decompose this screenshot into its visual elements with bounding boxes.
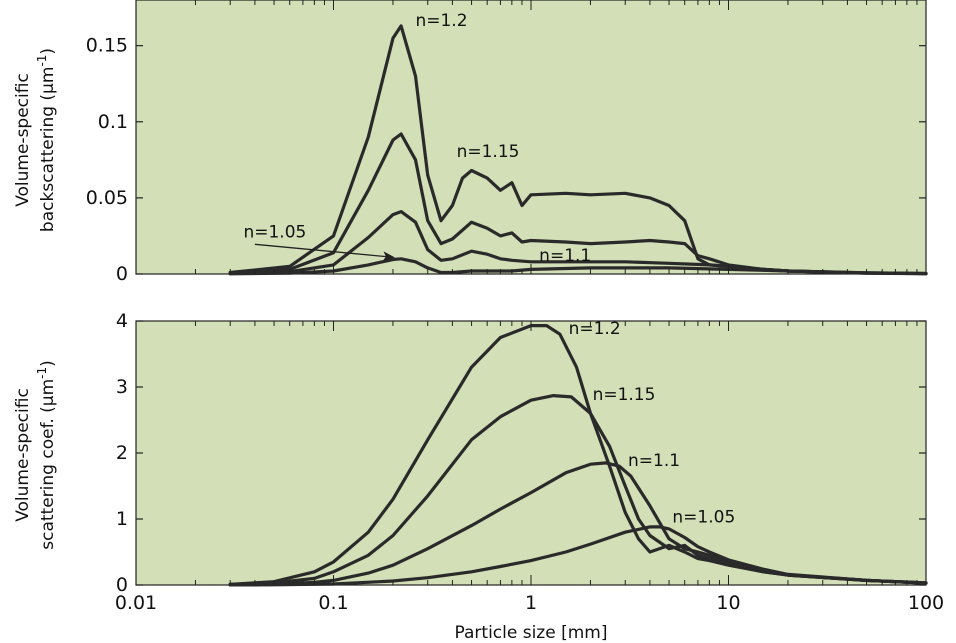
x-tick-label: 100 [908,592,944,614]
y-ticks: 0 1 2 3 4 [116,310,926,596]
bottom-ylabel-close: ) [38,360,58,367]
y-tick-label: 0.1 [98,111,128,133]
series-line-3 [228,525,928,587]
x-axis-title: Particle size [mm] [455,623,608,643]
bottom-ylabel-line2: scattering coef. (µm [38,379,58,550]
scattering-panel: 0 1 2 3 4 n=1.2 n=1.15 n=1.1 n=1.05 0.01 0.1 1 10 1… [115,310,944,614]
svg-text:backscattering (µm-1): backscattering (µm-1) [35,48,58,232]
backscattering-panel: 0 0.05 0.1 0.15 n=1.2 n=1.15 n=1.1 n=1.05 [86,0,928,285]
svg-text:scattering coef. (µm-1): scattering coef. (µm-1) [35,360,58,549]
plot-area [135,0,927,275]
y-tick-label: 0.05 [86,187,128,209]
curves [228,324,928,587]
series-label: n=1.05 [243,222,306,242]
y-tick-label: 3 [116,376,128,398]
series-labels: n=1.2 n=1.15 n=1.1 n=1.05 [569,319,736,527]
y-tick-label: 2 [116,442,128,464]
series-line-1 [228,132,928,276]
annotation-arrow [254,243,395,262]
bottom-ylabel-sup: -1 [35,367,49,379]
top-ylabel-sup: -1 [35,55,49,67]
bottom-ylabel: Volume-specific scattering coef. (µm-1) [13,360,58,549]
series-line-2 [228,461,928,587]
y-tick-label: 0 [116,263,128,285]
x-ticks: 0.01 0.1 1 10 100 [115,321,944,614]
series-label: n=1.1 [628,451,680,471]
x-tick-label: 10 [716,592,740,614]
top-ylabel-line1: Volume-specific [13,73,33,207]
series-line-3 [228,257,928,276]
y-tick-label: 0.15 [86,35,128,57]
y-ticks: 0 0.05 0.1 0.15 [86,35,926,285]
series-label: n=1.2 [569,319,621,339]
y-tick-label: 1 [116,508,128,530]
top-ylabel: Volume-specific backscattering (µm-1) [13,48,58,232]
series-label: n=1.15 [457,142,520,162]
x-tick-label: 1 [525,592,537,614]
top-ylabel-close: ) [38,48,58,55]
series-labels: n=1.2 n=1.15 n=1.1 n=1.05 [243,11,591,266]
series-label: n=1.1 [539,246,591,266]
series-label: n=1.05 [672,507,735,527]
bottom-ylabel-line1: Volume-specific [13,388,33,522]
top-ylabel-line2: backscattering (µm [38,67,58,233]
plot-area [135,320,927,586]
y-tick-label: 0 [116,574,128,596]
x-tick-label: 0.01 [115,592,157,614]
y-tick-label: 4 [116,310,128,332]
series-label: n=1.2 [415,11,467,31]
svg-text:Volume-specific: Volume-specific [13,388,33,522]
series-label: n=1.15 [593,385,656,405]
x-tick-label: 0.1 [318,592,348,614]
x-ticks [135,0,927,274]
svg-text:Volume-specific: Volume-specific [13,73,33,207]
series-line-1 [228,394,928,586]
